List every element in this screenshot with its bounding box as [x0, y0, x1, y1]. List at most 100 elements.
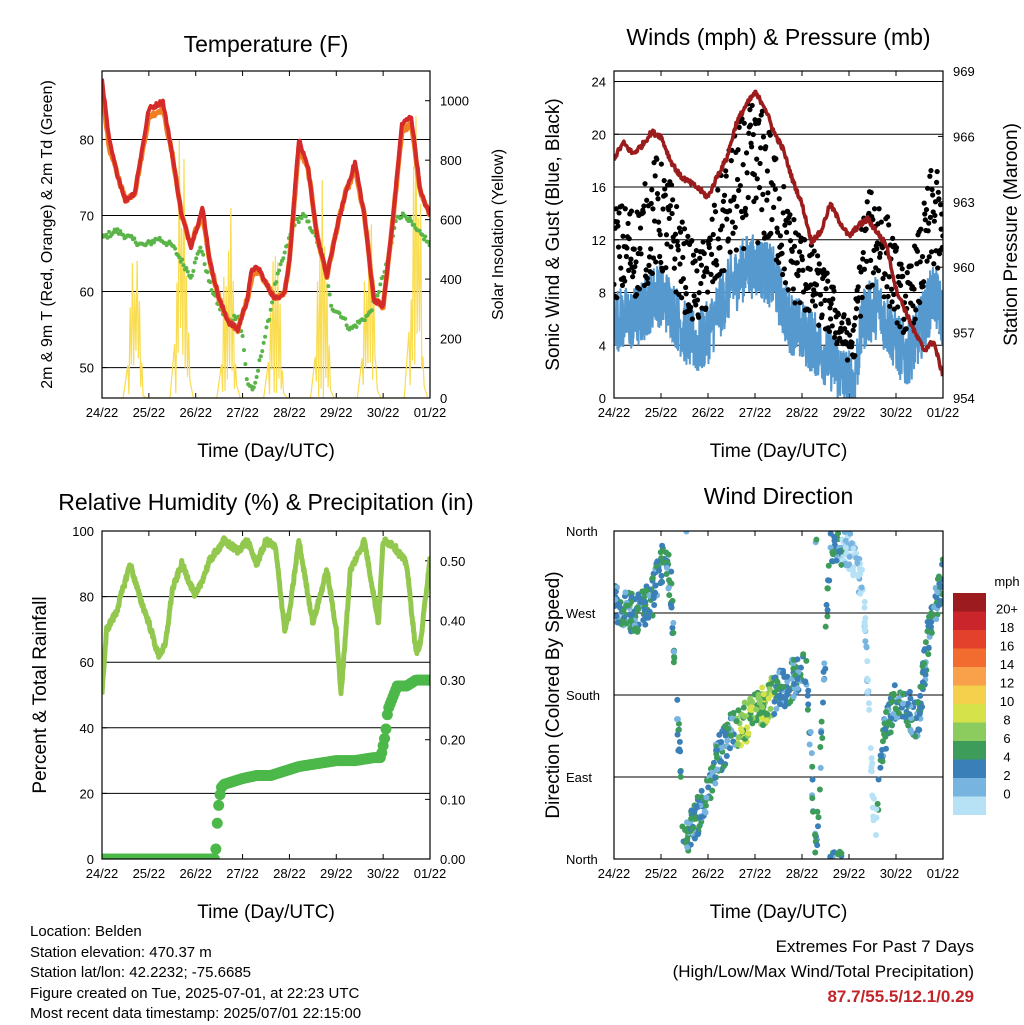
direction-point: [916, 710, 923, 717]
direction-point: [667, 601, 674, 608]
gust-point: [764, 197, 770, 203]
gust-point: [774, 225, 780, 231]
x-tick-label: 28/22: [786, 405, 819, 420]
direction-point: [767, 705, 774, 712]
gust-point: [714, 262, 720, 268]
gust-point: [737, 183, 743, 189]
direction-point: [643, 587, 650, 594]
gust-point: [772, 186, 778, 192]
dewpoint-point: [369, 308, 374, 313]
gust-point: [791, 243, 798, 249]
gust-point: [758, 145, 764, 151]
direction-point: [629, 611, 636, 618]
direction-point: [800, 651, 807, 658]
dewpoint-point: [192, 260, 197, 265]
gust-point: [712, 209, 719, 215]
x-tick-label: 28/22: [273, 405, 306, 420]
dewpoint-point: [209, 288, 214, 293]
dewpoint-point: [198, 245, 203, 250]
direction-point: [887, 729, 894, 736]
gust-point: [646, 262, 652, 268]
colorbar-title: mph: [994, 574, 1019, 589]
colorbar-swatch: [953, 722, 986, 741]
direction-point: [835, 531, 842, 537]
gust-point: [616, 210, 622, 216]
direction-point: [829, 549, 836, 556]
direction-point: [822, 623, 829, 630]
gust-point: [904, 270, 910, 276]
gust-point: [786, 220, 793, 226]
direction-point: [670, 659, 677, 666]
direction-point: [764, 717, 771, 724]
gust-point: [800, 289, 807, 295]
direction-point: [824, 606, 831, 613]
location-text: Location: Belden: [30, 923, 142, 940]
dewpoint-point: [354, 324, 359, 329]
gust-point: [670, 197, 676, 203]
gust-point: [655, 196, 661, 202]
dewpoint-point: [184, 266, 189, 271]
direction-point: [861, 619, 868, 626]
x-tick-label: 27/22: [226, 405, 259, 420]
dewpoint-point: [378, 282, 383, 287]
colorbar-label: 4: [1003, 749, 1010, 764]
y-axis-label: 2m & 9m T (Red, Orange) & 2m Td (Green): [39, 80, 56, 389]
gust-point: [860, 249, 866, 256]
gust-point: [863, 226, 869, 232]
gust-point: [664, 241, 670, 247]
gust-point: [869, 282, 875, 288]
colorbar-label: 2: [1003, 768, 1010, 783]
gust-point: [897, 324, 903, 330]
direction-point: [850, 545, 857, 552]
direction-point: [694, 793, 701, 800]
direction-point: [868, 755, 875, 762]
direction-point: [820, 668, 827, 675]
x-tick-label: 29/22: [833, 405, 866, 420]
gust-point: [897, 282, 904, 288]
y-tick-label: North: [566, 524, 598, 539]
direction-point: [712, 780, 719, 787]
gust-point: [704, 269, 710, 275]
direction-point: [816, 786, 823, 793]
gust-point: [720, 198, 727, 204]
colorbar-label: 16: [1000, 638, 1014, 653]
gust-point: [794, 260, 800, 266]
gust-point: [855, 284, 861, 290]
gust-point: [701, 250, 707, 257]
x-tick-label: 01/22: [414, 405, 447, 420]
direction-point: [870, 795, 877, 802]
gust-point: [774, 229, 781, 235]
direction-point: [861, 627, 868, 634]
extremes-title: Extremes For Past 7 Days: [775, 937, 974, 956]
direction-point: [920, 660, 927, 667]
plot-area: [614, 531, 943, 859]
gust-point: [749, 102, 755, 109]
gust-point: [730, 230, 736, 236]
gust-point: [735, 147, 741, 153]
x-tick-label: 25/22: [645, 405, 678, 420]
direction-point: [864, 658, 871, 665]
y2-tick-label: 0.00: [440, 852, 465, 867]
y2-tick-label: 0.50: [440, 554, 465, 569]
colorbar-label: 10: [1000, 694, 1014, 709]
y2-tick-label: 0: [440, 391, 447, 406]
gust-point: [884, 214, 891, 220]
direction-point: [716, 731, 723, 738]
gust-point: [660, 206, 666, 212]
gust-point: [614, 219, 620, 225]
gust-point: [939, 211, 943, 217]
direction-point: [928, 613, 935, 620]
gust-point: [928, 167, 934, 174]
direction-point: [857, 590, 864, 597]
gust-point: [721, 192, 728, 198]
y2-tick-label: 966: [953, 129, 975, 144]
y2-tick-label: 0.20: [440, 733, 465, 748]
colorbar-label: 20+: [996, 601, 1018, 616]
x-tick-label: 29/22: [833, 866, 866, 881]
y-tick-label: East: [566, 770, 592, 785]
direction-point: [784, 678, 791, 685]
gust-point: [698, 280, 704, 287]
x-axis-label: Time (Day/UTC): [197, 902, 335, 923]
x-axis-label: Time (Day/UTC): [710, 441, 848, 462]
gust-point: [696, 314, 702, 320]
